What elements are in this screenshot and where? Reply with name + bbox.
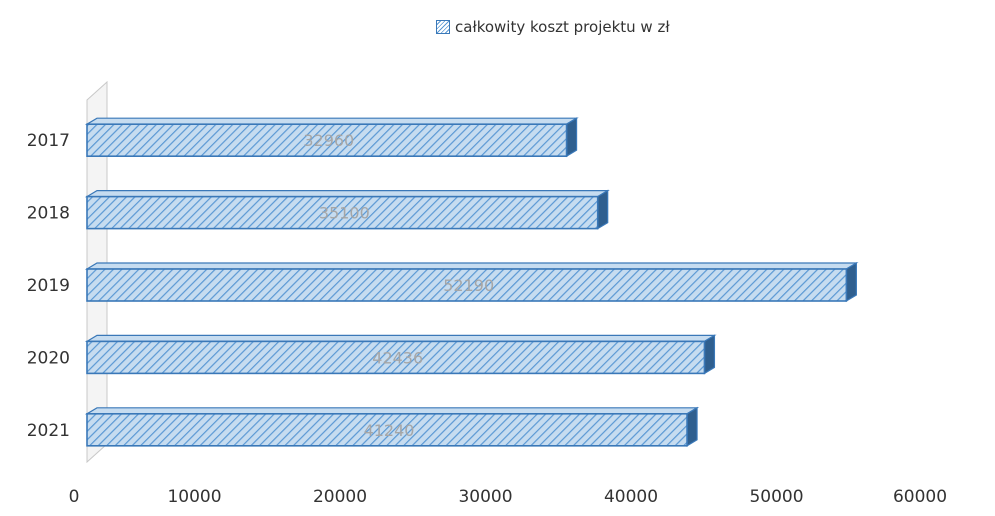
bar-side-2017 [565,117,578,158]
data-label-2017: 32960 [303,131,354,150]
data-label-2018: 35100 [319,204,370,223]
bar-side-2021 [686,406,698,447]
bar-2021: 41240 [84,406,700,447]
bar-top-2020 [84,334,717,342]
x-tick-60000: 60000 [893,487,947,507]
bar-side-2019 [845,261,857,303]
bar-2017: 32960 [84,117,579,158]
y-tick-2018: 2018 [27,204,70,224]
x-tick-30000: 30000 [458,487,512,507]
bar-front-2020 [86,340,706,375]
x-tick-40000: 40000 [604,487,658,507]
legend-label: całkowity koszt projektu w zł [455,18,670,36]
bar-top-2017 [84,117,579,125]
bar-2020: 42436 [84,334,717,375]
bar-front-2018 [86,195,599,230]
y-tick-2017: 2017 [27,131,70,151]
bar-front-2017 [86,123,568,157]
bar-top-2021 [84,407,700,415]
data-label-2020: 42436 [372,348,423,367]
x-tick-50000: 50000 [749,487,803,507]
bar-top-2019 [84,262,859,270]
y-tick-2021: 2021 [27,421,70,441]
x-tick-labels: 0 10000 20000 30000 40000 50000 60000 [69,487,947,507]
bar-front-2019 [86,268,848,302]
y-tick-2020: 2020 [27,348,70,368]
y-tick-2019: 2019 [27,276,70,296]
legend: całkowity koszt projektu w zł [436,18,670,36]
x-tick-20000: 20000 [313,487,367,507]
bar-side-2018 [597,189,609,230]
data-label-2019: 52190 [443,276,494,295]
bar-2018: 35100 [84,189,610,230]
x-tick-0: 0 [69,487,80,507]
x-tick-10000: 10000 [167,487,221,507]
y-tick-labels: 2017 2018 2019 2020 2021 [27,131,70,441]
bar-2019: 52190 [84,261,859,303]
bars: 32960 35100 52190 42436 41240 [84,117,859,447]
legend-swatch [436,20,450,34]
bar-front-2021 [86,412,688,447]
data-label-2021: 41240 [364,421,415,440]
bar-top-2018 [84,190,610,198]
bar-side-2020 [703,334,716,375]
